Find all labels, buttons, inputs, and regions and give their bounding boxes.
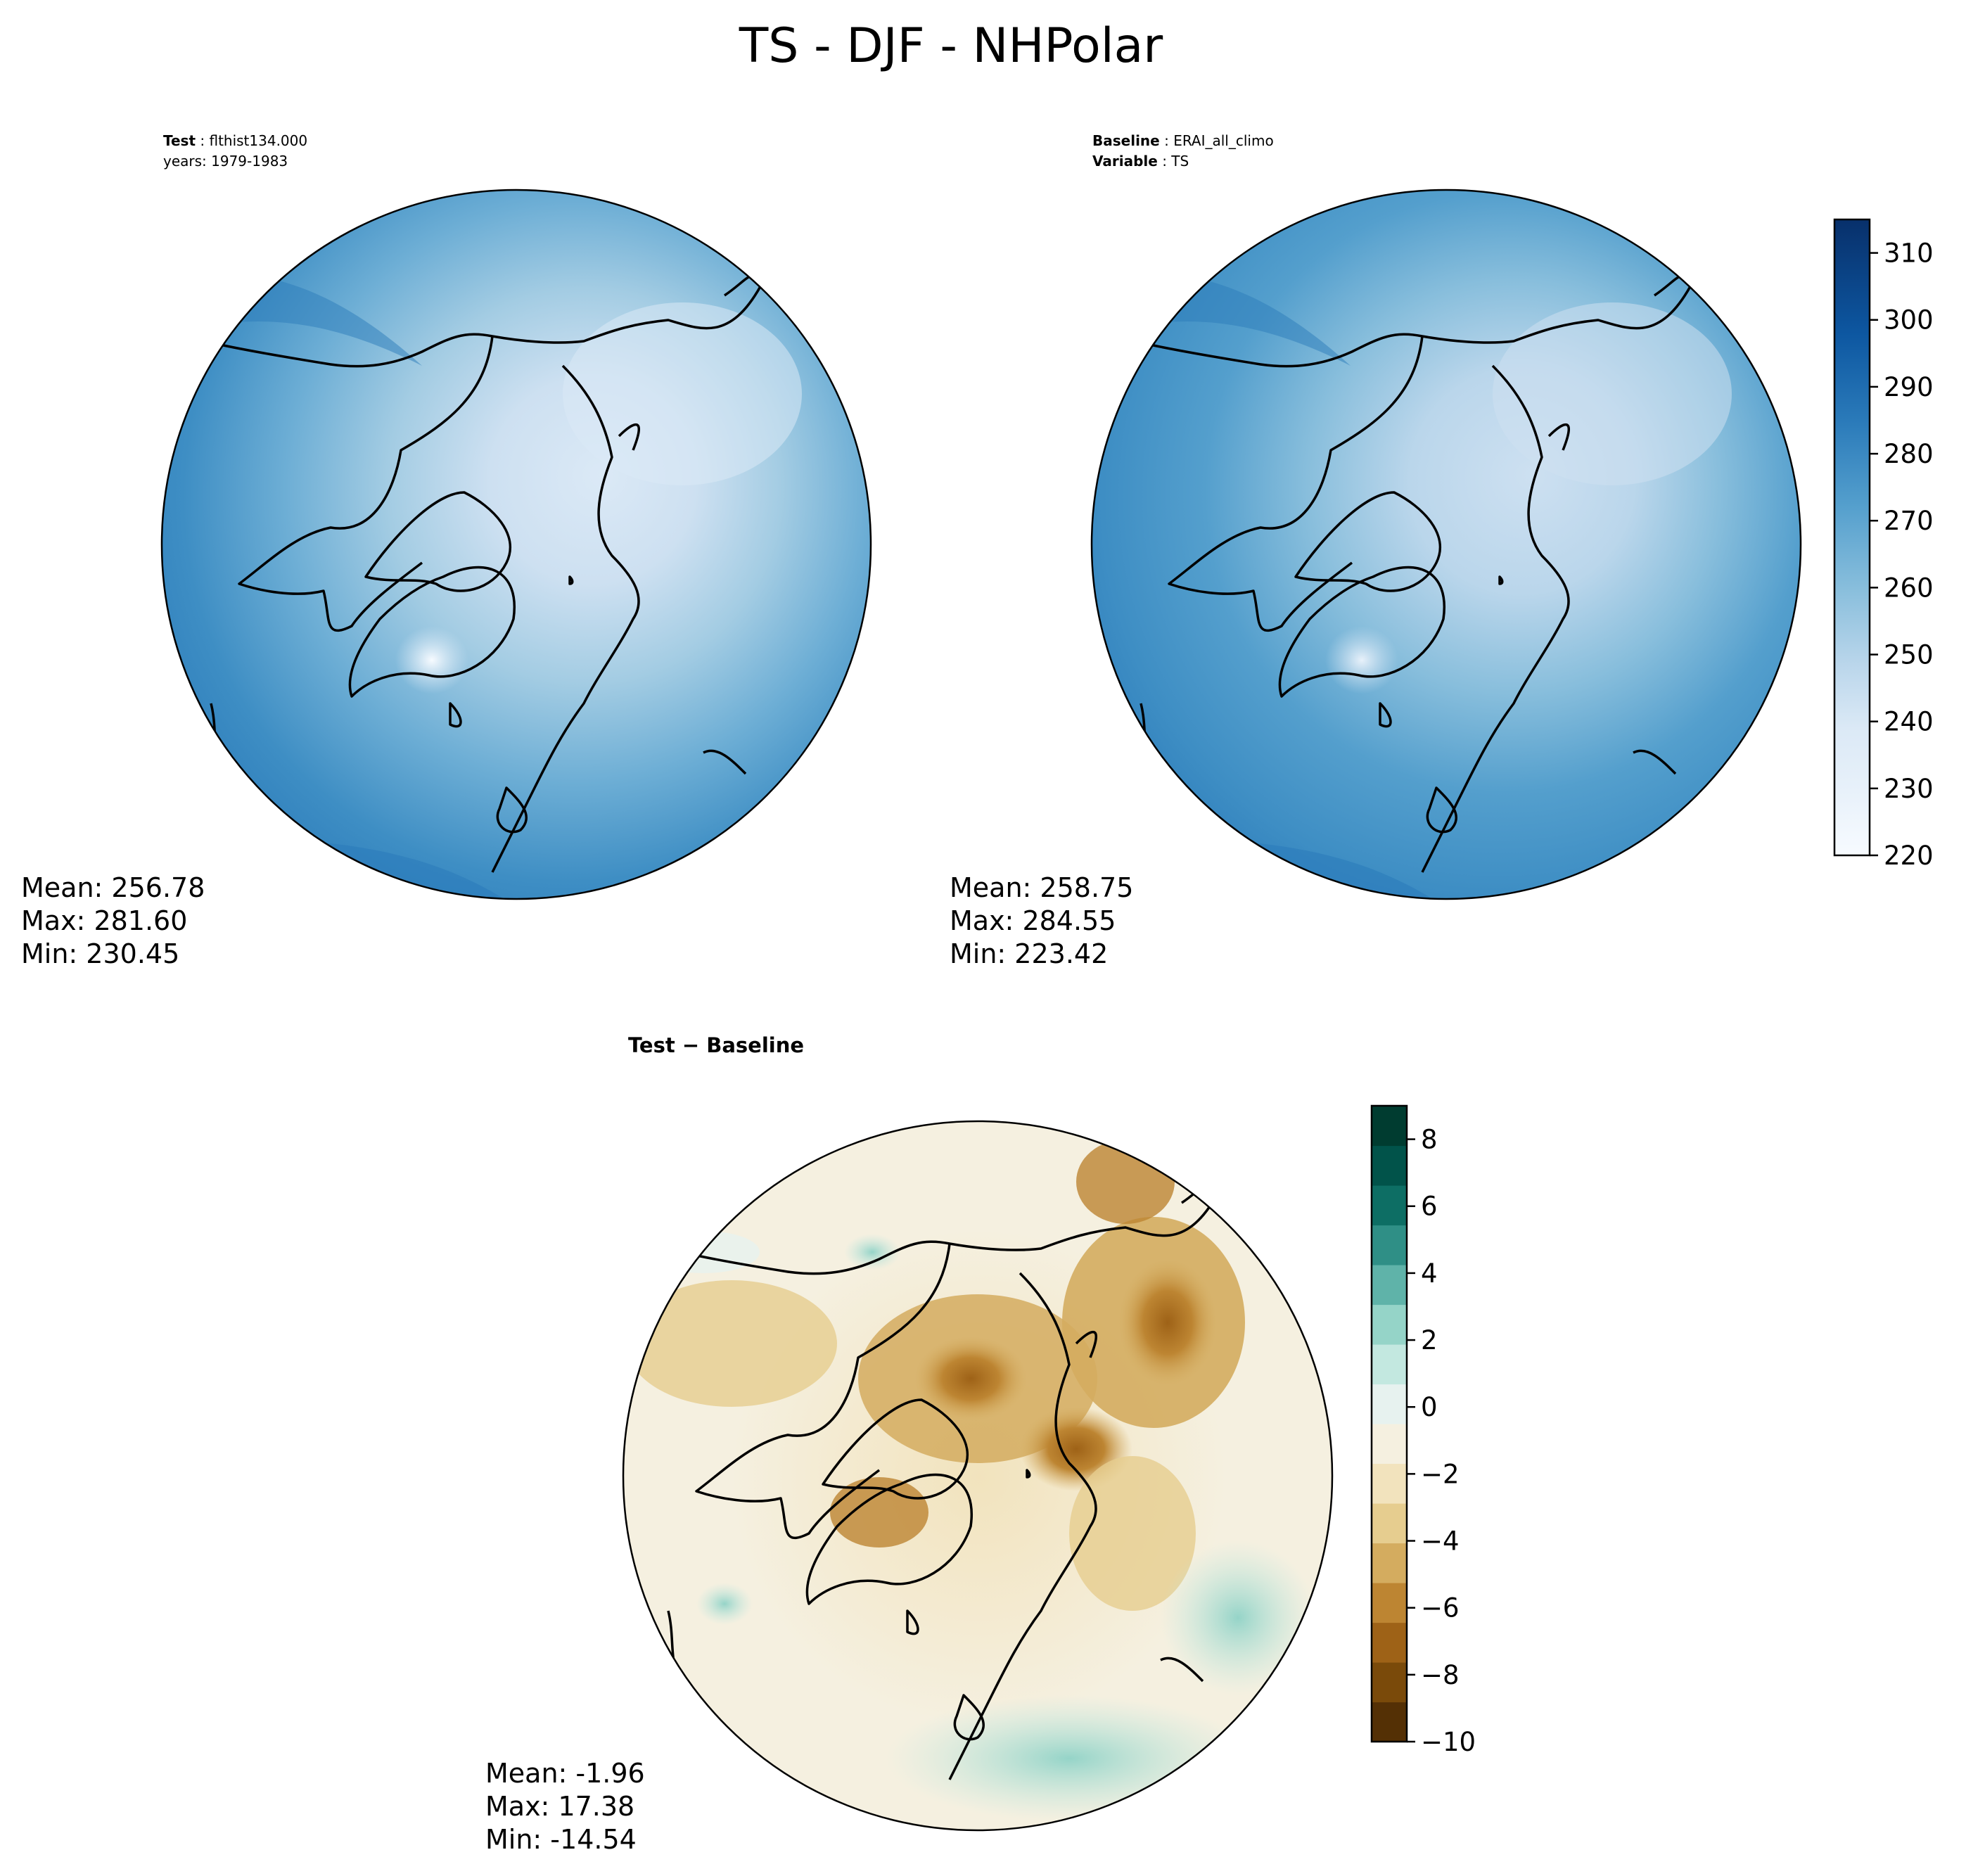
difference-coastlines [667,1182,1222,1780]
test-max: Max: 281.60 [21,905,187,936]
colorbar-band [1372,1702,1407,1742]
baseline-min: Min: 223.42 [950,938,1108,969]
baseline-max: Max: 284.55 [950,905,1116,936]
colorbar-band [1372,1225,1407,1265]
colorbar-tick-label: 240 [1884,707,1934,737]
colorbar-tick-label: −8 [1421,1660,1460,1690]
colorbar-tick-label: 6 [1421,1192,1438,1222]
test-min: Min: 230.45 [21,938,179,969]
colorbar-difference-bands [1372,1106,1407,1742]
colorbar-tick-label: 260 [1884,573,1934,603]
test-case-name: flthist134.000 [209,132,307,149]
colorbar-difference-ticks: −10 −8 −6 −4 −2 0 2 4 6 8 [1407,1125,1476,1757]
test-map-boundary [160,189,872,900]
colorbar-band [1372,1543,1407,1583]
colorbar-tick-label: 290 [1884,372,1934,402]
baseline-map-boundary [1090,189,1802,900]
difference-max: Max: 17.38 [485,1791,634,1822]
colorbar-difference-bar [1370,1104,1408,1743]
colorbar-tick-label: 270 [1884,506,1934,536]
colorbar-band [1372,1145,1407,1186]
test-map-field [162,190,871,899]
baseline-key: Baseline [1092,132,1160,149]
colorbar-band [1372,1662,1407,1703]
svg-text:Baseline : ERAI_all_climo: Baseline : ERAI_all_climo [1092,132,1274,149]
colorbar-tick-label: −4 [1421,1526,1460,1557]
colorbar-band [1372,1265,1407,1306]
colorbar-band [1372,1424,1407,1465]
colorbar-absolute-ticks: 220 230 240 250 260 270 280 290 300 310 [1870,238,1934,871]
colorbar-band [1372,1185,1407,1226]
colorbar-band [1372,1384,1407,1424]
colorbar-tick-label: 220 [1884,841,1934,871]
difference-title: Test − Baseline [628,1033,804,1057]
baseline-mean: Mean: 258.75 [950,872,1133,903]
colorbar-tick-label: −2 [1421,1459,1460,1489]
baseline-map-field [1092,190,1801,899]
difference-map-boundary [622,1120,1334,1832]
colorbar-tick-label: 300 [1884,305,1934,336]
colorbar-band [1372,1304,1407,1345]
colorbar-tick-label: 230 [1884,774,1934,804]
colorbar-band [1372,1463,1407,1504]
test-years: years: 1979-1983 [163,153,288,170]
difference-min: Min: -14.54 [485,1824,637,1855]
colorbar-band [1372,1622,1407,1663]
svg-text:Test : flthist134.000: Test : flthist134.000 [163,132,307,149]
colorbar-absolute-bar [1833,218,1871,857]
colorbar-tick-label: 4 [1421,1258,1438,1289]
colorbar-band [1372,1503,1407,1544]
svg-text:Variable : TS: Variable : TS [1092,153,1189,170]
colorbar-difference: −10 −8 −6 −4 −2 0 2 4 6 8 [1370,1104,1476,1757]
variable-name: TS [1170,153,1189,170]
colorbar-tick-label: −6 [1421,1593,1460,1623]
panel-test: Test : flthist134.000 years: 1979-1983 M… [21,132,872,969]
baseline-case-name: ERAI_all_climo [1173,132,1274,149]
panel-difference: Test − Baseline [485,1033,1476,1855]
difference-map-field [623,1121,1332,1830]
colorbar-band [1372,1583,1407,1623]
colorbar-tick-label: 310 [1884,238,1934,269]
colorbar-tick-label: 8 [1421,1125,1438,1155]
figure-title: TS - DJF - NHPolar [739,18,1163,74]
test-mean: Mean: 256.78 [21,872,205,903]
difference-mean: Mean: -1.96 [485,1758,645,1789]
panel-baseline: Baseline : ERAI_all_climo Variable : TS … [950,132,1934,969]
colorbar-band [1372,1344,1407,1385]
colorbar-band [1372,1106,1407,1147]
variable-key: Variable [1092,153,1158,170]
colorbar-tick-label: 2 [1421,1325,1438,1355]
test-key: Test [163,132,196,149]
colorbar-tick-label: 0 [1421,1392,1438,1422]
colorbar-absolute: 220 230 240 250 260 270 280 290 300 310 [1833,218,1934,871]
colorbar-tick-label: 280 [1884,439,1934,469]
colorbar-tick-label: 250 [1884,640,1934,670]
colorbar-tick-label: −10 [1421,1727,1476,1757]
